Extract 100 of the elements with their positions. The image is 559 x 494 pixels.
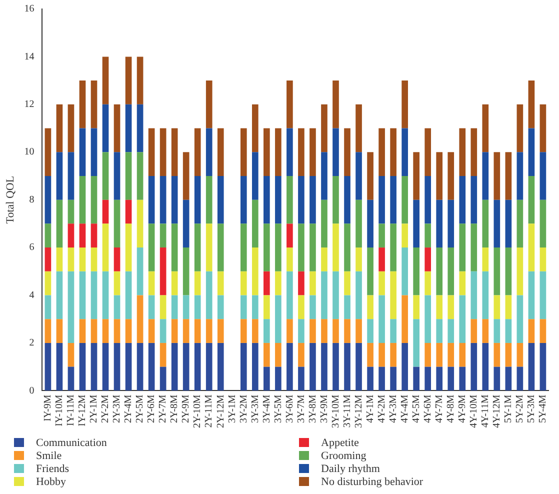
bar	[482, 104, 489, 152]
bar	[516, 295, 524, 343]
bar	[436, 152, 443, 200]
bar	[494, 200, 500, 248]
bar	[102, 271, 109, 320]
bar	[310, 176, 316, 224]
bar	[321, 319, 328, 343]
bar	[160, 248, 166, 296]
legend-label: Daily rhythm	[321, 462, 380, 474]
bar	[68, 224, 74, 248]
bar	[321, 342, 328, 391]
bar	[413, 295, 420, 320]
bar	[44, 319, 52, 343]
x-tick-label: 4Y-9M	[457, 394, 468, 424]
bar	[459, 366, 466, 391]
bar	[378, 128, 385, 176]
y-tick-label: 6	[29, 242, 34, 254]
bar	[160, 176, 166, 224]
bar	[79, 271, 86, 320]
bar	[298, 319, 304, 343]
bar	[494, 295, 500, 320]
bar	[125, 152, 132, 200]
bar	[540, 342, 546, 391]
bar	[240, 342, 247, 391]
bar	[424, 342, 432, 367]
bar	[321, 271, 328, 320]
bar	[367, 319, 374, 343]
bar	[424, 128, 432, 176]
bar	[286, 80, 293, 128]
bar	[252, 295, 258, 320]
x-tick-label: 2Y-3M	[112, 394, 123, 424]
bar	[310, 224, 316, 272]
bar	[516, 152, 524, 200]
bar	[217, 271, 224, 296]
bar	[482, 152, 489, 200]
bar	[505, 295, 512, 320]
bar	[68, 248, 74, 272]
x-tick-label: 4Y-12M	[492, 394, 503, 428]
bar	[114, 152, 120, 200]
bar	[390, 224, 396, 272]
bar	[252, 104, 258, 152]
bar	[448, 152, 454, 200]
x-tick-label: 2Y-6M	[146, 394, 158, 424]
x-tick-label: 2Y-7M	[158, 394, 169, 424]
bar	[367, 152, 374, 200]
bar	[516, 366, 524, 391]
x-tick-label: IY-12M	[77, 394, 88, 426]
bar	[378, 248, 385, 272]
bar	[505, 248, 512, 296]
legend-label: Hobby	[36, 476, 66, 488]
bar	[494, 319, 500, 343]
bar	[194, 295, 201, 320]
legend-label: Friends	[36, 462, 69, 474]
bar	[436, 319, 443, 343]
bar	[528, 271, 535, 320]
x-tick-label: IY-9M	[42, 394, 54, 422]
bar	[68, 200, 74, 224]
bar	[252, 319, 258, 343]
bar	[102, 342, 109, 391]
bar	[68, 271, 74, 343]
bar	[240, 224, 247, 272]
x-tick-label: 2Y-11M	[204, 394, 215, 428]
bar	[114, 342, 120, 391]
bar	[275, 295, 282, 343]
x-tick-label: 3Y-10M	[330, 394, 342, 428]
bar	[68, 342, 74, 367]
bar	[310, 342, 316, 391]
y-tick-label: 0	[29, 385, 34, 396]
bar	[79, 319, 86, 343]
bar	[171, 342, 178, 391]
bar	[367, 200, 374, 248]
bar	[194, 271, 201, 296]
bar	[160, 128, 166, 176]
x-tick-label: 3Y-5M	[272, 394, 284, 424]
bar	[344, 224, 350, 272]
bar	[494, 152, 500, 200]
bar	[540, 248, 546, 272]
bar	[402, 295, 408, 343]
bar	[264, 176, 270, 224]
bar	[505, 342, 512, 367]
bar	[413, 366, 420, 391]
x-tick-label: 4Y-11M	[480, 394, 492, 428]
bar	[332, 224, 339, 272]
x-tick-label: IY-11M	[66, 394, 77, 426]
bar	[436, 342, 443, 367]
bar	[286, 342, 293, 391]
bar	[482, 271, 489, 320]
bar	[206, 80, 212, 128]
bar	[344, 271, 350, 296]
bar	[298, 176, 304, 224]
bar	[413, 248, 420, 296]
bar	[275, 342, 282, 367]
bar	[470, 224, 478, 272]
bar	[79, 342, 86, 391]
bar	[344, 128, 350, 176]
x-tick-label: 3Y-2M	[238, 394, 250, 424]
bar	[68, 104, 74, 152]
bar	[148, 295, 155, 320]
bar	[114, 271, 120, 296]
bar	[470, 271, 478, 320]
